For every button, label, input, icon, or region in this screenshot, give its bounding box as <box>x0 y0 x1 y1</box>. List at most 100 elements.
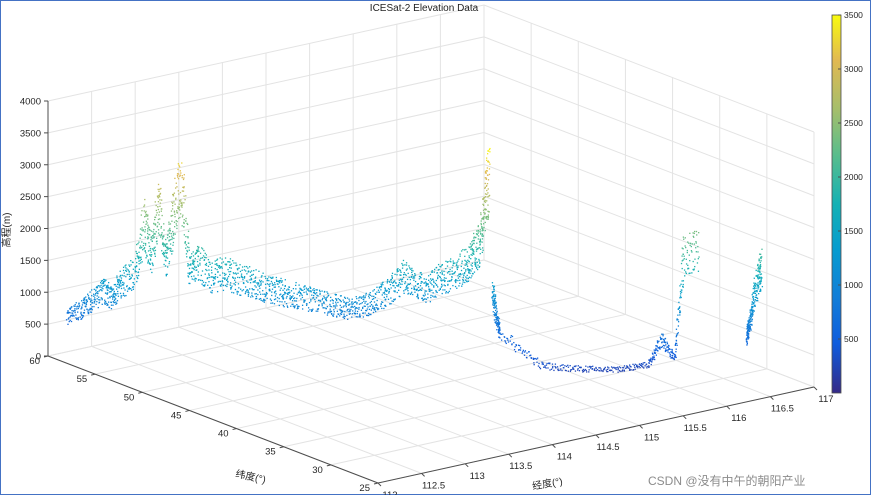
data-point <box>67 318 69 320</box>
data-point <box>74 310 76 312</box>
data-point <box>482 204 485 206</box>
data-point <box>265 293 267 295</box>
data-point <box>650 363 652 366</box>
data-point <box>469 243 472 245</box>
data-point <box>757 299 759 302</box>
data-point <box>384 293 386 295</box>
data-point <box>149 259 152 261</box>
data-point <box>96 286 99 288</box>
data-point <box>372 311 375 314</box>
data-point <box>746 344 748 346</box>
data-point <box>101 279 103 282</box>
data-point <box>187 265 189 267</box>
data-point <box>187 272 189 274</box>
data-point <box>432 278 434 281</box>
data-point <box>471 262 474 264</box>
data-point <box>152 264 154 267</box>
data-point <box>503 336 506 338</box>
data-point <box>415 289 417 291</box>
data-point <box>234 279 236 281</box>
data-point <box>518 349 520 351</box>
data-point <box>275 293 277 295</box>
data-point <box>81 314 83 317</box>
data-point <box>310 298 312 301</box>
data-point <box>339 304 341 307</box>
data-point <box>412 270 414 272</box>
data-point <box>482 198 484 200</box>
colorbar-tick-label: 500 <box>844 334 858 344</box>
data-point <box>160 233 163 236</box>
data-point <box>166 273 168 275</box>
data-point <box>496 326 499 328</box>
data-point <box>625 365 628 367</box>
data-point <box>756 285 758 287</box>
data-point <box>481 235 483 237</box>
data-point <box>653 355 655 357</box>
data-point <box>176 210 178 212</box>
data-point <box>118 278 120 281</box>
data-point <box>382 281 384 283</box>
data-point <box>342 306 344 308</box>
data-point <box>348 308 350 310</box>
data-point <box>289 295 291 297</box>
data-point <box>485 209 487 211</box>
data-point <box>208 269 210 271</box>
data-point <box>752 306 754 308</box>
data-point <box>577 368 579 370</box>
data-point <box>123 275 125 277</box>
data-point <box>588 369 590 371</box>
data-point <box>334 307 337 309</box>
data-point <box>298 284 300 286</box>
data-point <box>106 285 108 287</box>
data-point <box>412 293 414 296</box>
data-point <box>297 307 299 309</box>
data-point <box>93 305 95 308</box>
data-point <box>271 277 274 279</box>
data-point <box>340 311 342 313</box>
data-point <box>749 309 751 311</box>
data-point <box>243 276 246 279</box>
data-point <box>681 289 683 291</box>
data-point <box>557 368 559 370</box>
data-point <box>319 290 321 293</box>
data-point <box>622 367 625 369</box>
data-point <box>442 279 444 281</box>
data-point <box>617 366 619 368</box>
data-point <box>428 290 431 292</box>
data-point <box>125 276 127 278</box>
data-point <box>214 267 216 270</box>
data-point <box>186 222 188 225</box>
data-point <box>325 297 327 299</box>
data-point <box>109 296 111 299</box>
data-point <box>115 294 117 296</box>
data-point <box>387 287 390 290</box>
data-point <box>317 295 319 297</box>
data-point <box>687 264 689 267</box>
data-point <box>182 190 185 192</box>
data-point <box>165 257 167 259</box>
data-point <box>367 295 370 297</box>
data-point <box>126 290 129 292</box>
data-point <box>661 346 664 348</box>
data-point <box>317 310 319 312</box>
data-point <box>757 278 760 280</box>
data-point <box>457 277 460 279</box>
data-point <box>675 334 678 337</box>
data-point <box>313 288 315 290</box>
data-point <box>476 242 478 244</box>
data-point <box>356 303 358 305</box>
data-point <box>296 293 298 295</box>
data-point <box>575 365 577 367</box>
data-point <box>177 176 179 178</box>
data-point <box>461 283 464 285</box>
data-point <box>132 288 135 290</box>
data-point <box>360 296 362 298</box>
data-point <box>756 276 759 278</box>
data-point <box>482 227 484 229</box>
data-point <box>485 171 487 173</box>
data-point <box>457 279 459 282</box>
data-point <box>682 280 685 282</box>
data-point <box>251 294 253 297</box>
data-point <box>484 229 486 232</box>
data-point <box>157 208 160 211</box>
